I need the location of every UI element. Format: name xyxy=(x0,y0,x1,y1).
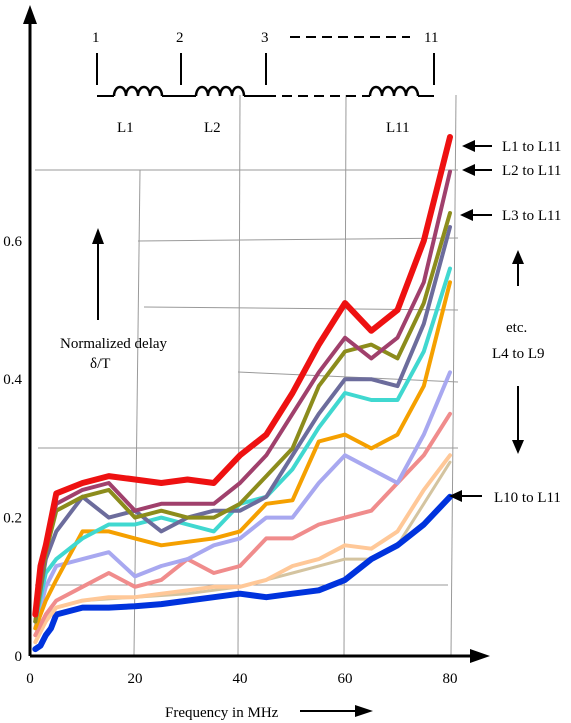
y-tick-label: 0.6 xyxy=(3,234,22,250)
series-line-11 xyxy=(32,134,453,618)
up-arrow-icon xyxy=(512,250,524,264)
down-arrow-icon xyxy=(512,440,524,454)
x-tick-label: 80 xyxy=(443,671,458,687)
legend-up-arrow xyxy=(512,250,524,286)
legend-down-arrow xyxy=(512,386,524,454)
gridline xyxy=(237,371,459,383)
y-tick-label: 0 xyxy=(15,649,23,665)
left-arrow-icon xyxy=(462,164,475,176)
y-tick-label: 0.4 xyxy=(3,372,22,388)
inductor-label: L1 xyxy=(117,120,134,136)
circuit-labels: 1 2 3 11 L1 L2 L11 xyxy=(92,30,438,136)
series-line-3 xyxy=(33,453,452,645)
legend-item-l2: L2 to L11 xyxy=(462,163,561,179)
inductor-l11-coil xyxy=(368,85,420,97)
left-arrow-icon xyxy=(449,490,462,502)
legend-etc-label: etc. xyxy=(506,320,527,336)
grid-lines xyxy=(35,94,459,656)
x-axis-label: Frequency in MHz xyxy=(165,705,279,721)
y-tick-label: 0.2 xyxy=(3,511,22,527)
inductor-label: L11 xyxy=(386,120,410,136)
ladder-circuit xyxy=(96,36,435,97)
legend-range-label: L4 to L9 xyxy=(492,346,545,362)
axes xyxy=(23,5,490,663)
legend-label: L3 to L11 xyxy=(502,208,561,224)
y-axis-label-line1: Normalized delay xyxy=(60,336,168,352)
y-axis-label: Normalized delay δ/T xyxy=(60,228,168,372)
y-axis-arrowhead xyxy=(23,5,37,24)
left-arrow-icon xyxy=(462,140,475,152)
series-line-10 xyxy=(33,169,452,617)
gridline xyxy=(343,94,347,656)
series-line-7 xyxy=(33,266,452,624)
gridline xyxy=(237,94,241,656)
x-axis-arrowhead xyxy=(470,649,490,663)
legend-item-l3: L3 to L11 xyxy=(460,208,561,224)
series-line-4 xyxy=(33,411,452,638)
gridline xyxy=(143,306,459,311)
series-line-2 xyxy=(32,493,453,653)
x-axis-label-arrow xyxy=(300,705,373,717)
legend-label: L2 to L11 xyxy=(502,163,561,179)
gridline xyxy=(133,169,141,656)
up-arrow-icon xyxy=(92,228,104,244)
legend: L1 to L11 L2 to L11 L3 to L11 etc. L4 to… xyxy=(449,139,561,506)
gridline xyxy=(450,94,457,656)
node-label: 1 xyxy=(92,30,100,46)
y-axis-label-line2: δ/T xyxy=(90,356,110,372)
node-label: 2 xyxy=(176,30,184,46)
gridline xyxy=(137,237,459,242)
legend-label: L10 to L11 xyxy=(494,490,561,506)
legend-label: L1 to L11 xyxy=(502,139,561,155)
x-tick-label: 20 xyxy=(128,671,143,687)
x-tick-label: 60 xyxy=(338,671,353,687)
left-arrow-icon xyxy=(460,209,473,221)
x-tick-label: 0 xyxy=(26,671,34,687)
series-line-9 xyxy=(33,211,452,624)
inductor-l1-coil xyxy=(112,85,164,97)
tick-labels: 0 20 40 60 80 0 0.2 0.4 0.6 xyxy=(3,234,457,687)
inductor-label: L2 xyxy=(204,120,221,136)
series-line-5 xyxy=(33,370,452,631)
legend-item-l1: L1 to L11 xyxy=(462,139,561,155)
x-tick-label: 40 xyxy=(233,671,248,687)
node-label: 3 xyxy=(261,30,269,46)
series-layer xyxy=(32,134,453,653)
inductor-l2-coil xyxy=(194,85,246,97)
node-label: 11 xyxy=(424,30,438,46)
legend-item-l10: L10 to L11 xyxy=(449,490,561,506)
